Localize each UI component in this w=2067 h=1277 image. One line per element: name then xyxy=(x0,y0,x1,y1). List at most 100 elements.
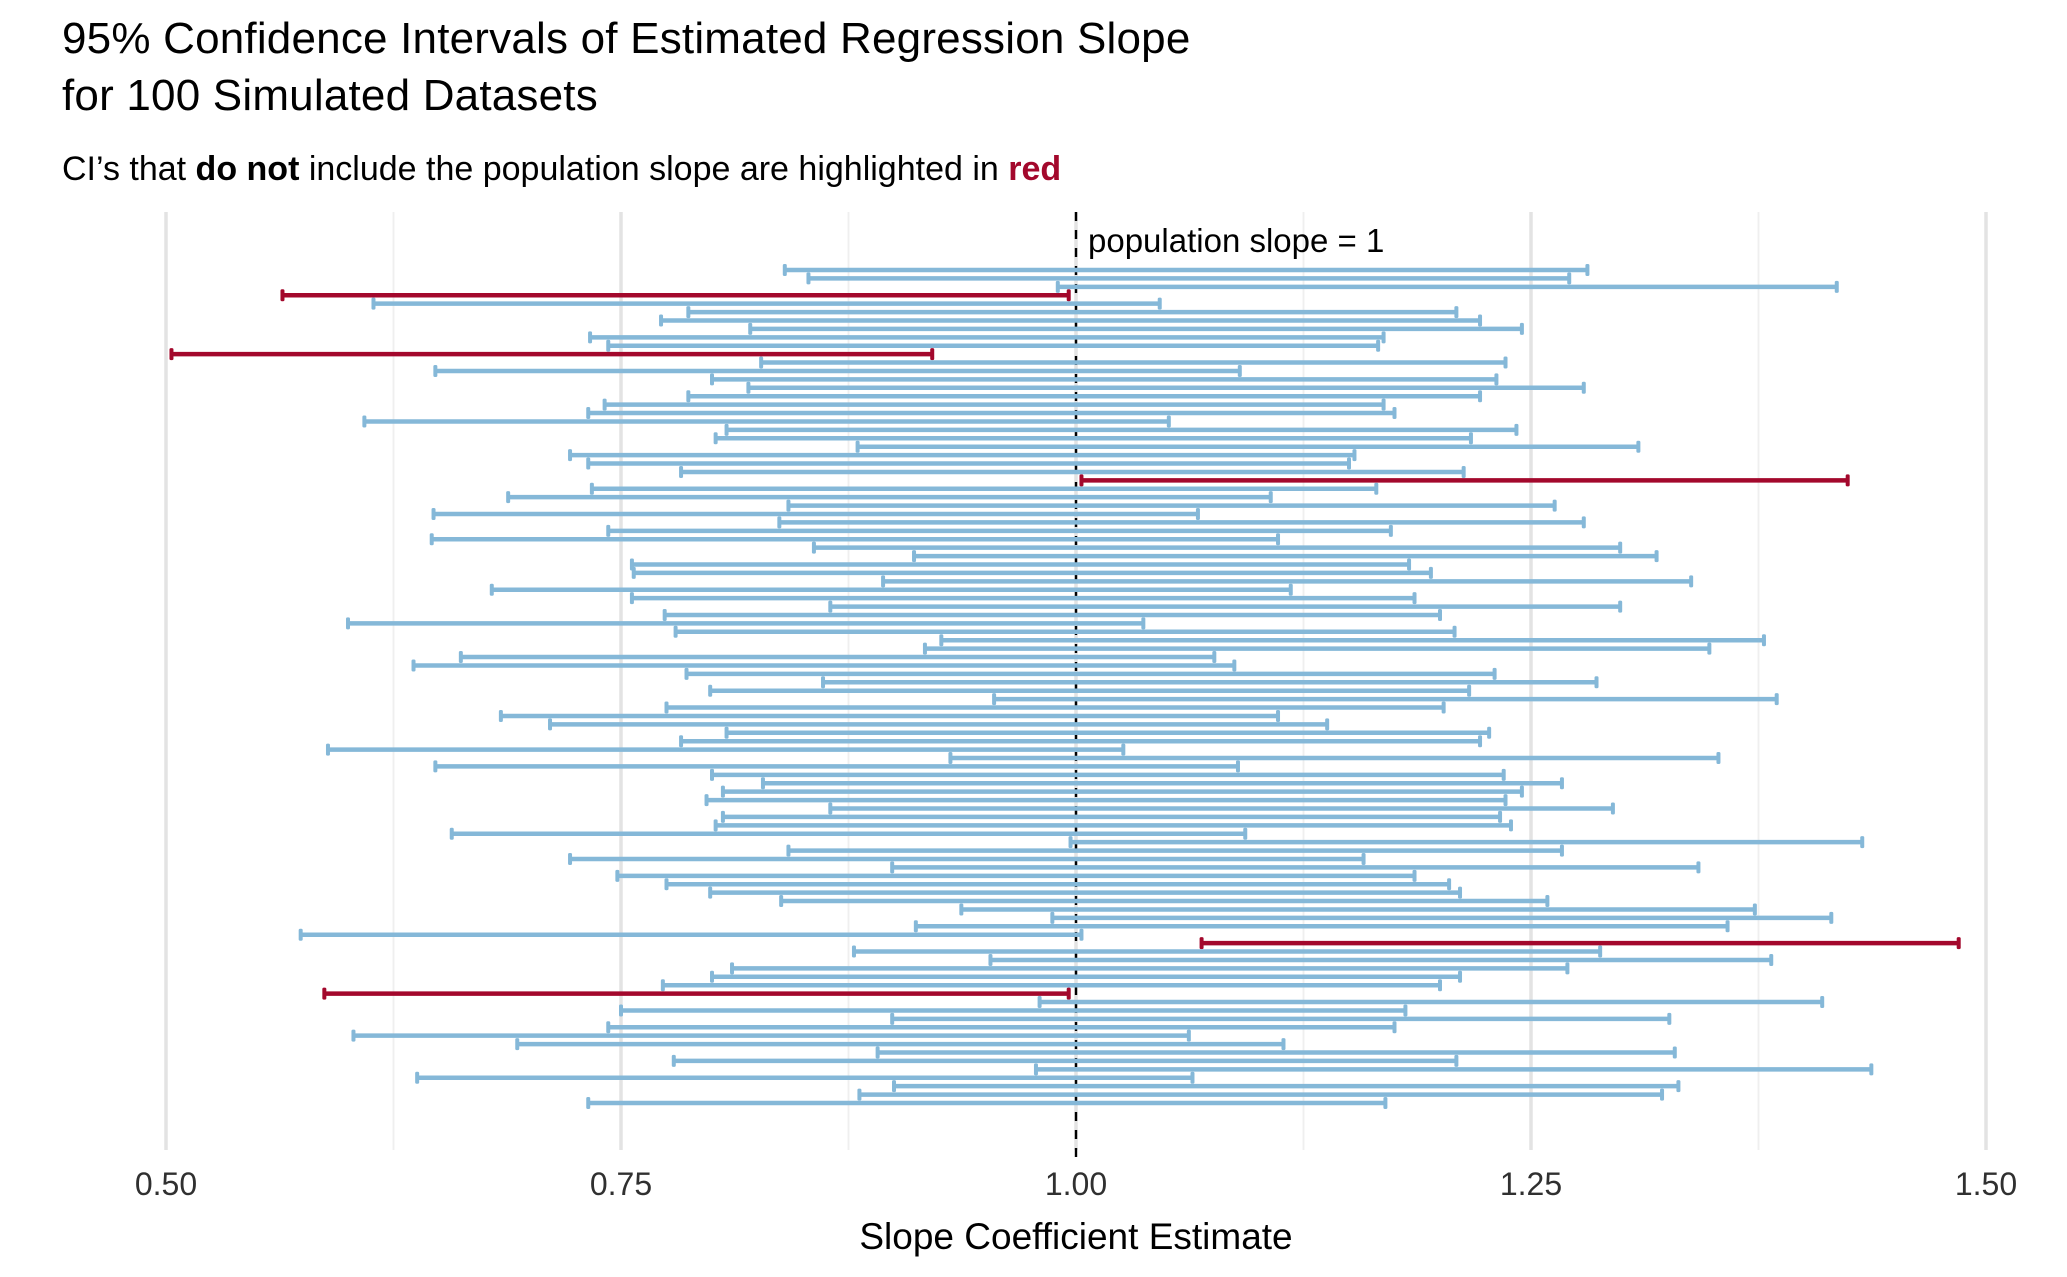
ci-segment xyxy=(959,903,1757,916)
ci-segment xyxy=(724,423,1519,436)
ci-segment xyxy=(346,617,1146,630)
population-slope-annotation: population slope = 1 xyxy=(1088,222,1385,259)
ci-segment xyxy=(589,482,1379,495)
ci-segment xyxy=(659,314,1483,327)
ci-segment xyxy=(506,491,1273,504)
ci-segment xyxy=(679,735,1483,748)
ci-segment xyxy=(939,634,1766,647)
ci-segment xyxy=(431,508,1200,521)
ci-segment xyxy=(606,1021,1397,1034)
ci-segment xyxy=(730,962,1570,975)
plot-title-line1: 95% Confidence Intervals of Estimated Re… xyxy=(62,14,1191,63)
ci-segment xyxy=(371,297,1162,310)
ci-segment xyxy=(855,440,1641,453)
ci-segment xyxy=(602,398,1386,411)
ci-segment xyxy=(881,575,1694,588)
ci-segment xyxy=(433,364,1242,377)
ci-segment xyxy=(828,600,1623,613)
ci-segment xyxy=(821,676,1599,689)
ci-segment xyxy=(664,878,1452,891)
ci-segment-red xyxy=(322,987,1071,1000)
ci-segment xyxy=(704,794,1508,807)
ci-segment xyxy=(586,407,1397,420)
ci-segment xyxy=(913,920,1730,933)
ci-segment xyxy=(748,322,1524,335)
ci-segment-red xyxy=(169,348,935,361)
ci-segment xyxy=(828,802,1615,815)
ci-segment xyxy=(786,844,1564,857)
plot-title: 95% Confidence Intervals of Estimated Re… xyxy=(62,10,1191,124)
ci-segment xyxy=(679,465,1466,478)
ci-segment xyxy=(713,432,1473,445)
ci-segment xyxy=(806,272,1572,285)
ci-segment xyxy=(515,1038,1286,1051)
ci-segment xyxy=(415,1071,1195,1084)
ci-segment xyxy=(1033,1063,1874,1076)
ci-segment xyxy=(433,760,1240,773)
ci-segment xyxy=(548,718,1330,731)
ci-segment xyxy=(720,810,1503,823)
ci-segment xyxy=(779,895,1550,908)
ci-segment xyxy=(664,701,1446,714)
ci-segment xyxy=(606,524,1393,537)
subtitle-bold-text: do not xyxy=(195,150,300,188)
ci-segment xyxy=(713,819,1513,832)
ci-segment-red xyxy=(1079,474,1850,487)
ci-segment xyxy=(922,642,1712,655)
x-axis-tick-label: 0.50 xyxy=(134,1166,198,1202)
ci-segment xyxy=(948,752,1721,765)
ci-segment xyxy=(992,693,1779,706)
ci-segment-red xyxy=(1199,937,1961,950)
x-axis-title: Slope Coefficient Estimate xyxy=(859,1216,1293,1257)
ci-segment xyxy=(686,306,1459,319)
ci-segment xyxy=(777,516,1586,529)
ci-segment xyxy=(710,768,1506,781)
subtitle-red-text: red xyxy=(1008,150,1062,188)
ci-segment xyxy=(568,852,1366,865)
x-axis-tick-label: 1.25 xyxy=(1499,1166,1563,1202)
x-axis-tick-labels: 0.50 0.75 1.00 1.25 1.50 xyxy=(0,1166,2067,1206)
ci-segment xyxy=(708,684,1472,697)
ci-segment xyxy=(615,869,1417,882)
ci-segment xyxy=(1037,996,1825,1009)
ci-segment xyxy=(857,1088,1665,1101)
ci-segment xyxy=(720,785,1524,798)
ci-segment xyxy=(760,777,1564,790)
ci-segment xyxy=(631,566,1433,579)
ci-segment xyxy=(782,264,1590,276)
subtitle-text-middle: include the population slope are highlig… xyxy=(299,150,1009,188)
ci-segment xyxy=(671,1054,1459,1067)
ci-segment xyxy=(606,339,1381,352)
ci-segment xyxy=(759,356,1508,369)
ci-segment xyxy=(686,390,1483,403)
ci-segment xyxy=(851,945,1603,958)
ci-segment xyxy=(890,861,1701,874)
ci-segment xyxy=(786,499,1557,512)
ci-segment xyxy=(875,1046,1677,1059)
x-axis-tick-label: 1.50 xyxy=(1954,1166,2018,1202)
plot-title-line2: for 100 Simulated Datasets xyxy=(62,71,598,120)
ci-segment xyxy=(662,608,1442,621)
ci-segment xyxy=(568,449,1357,462)
ci-segment-red xyxy=(280,289,1071,302)
x-axis-tick-label: 1.00 xyxy=(1044,1166,1108,1202)
ci-segment xyxy=(619,1004,1408,1017)
ci-segment xyxy=(298,928,1084,941)
ci-segment xyxy=(660,979,1442,992)
ci-segment xyxy=(673,625,1457,638)
ci-segment xyxy=(1055,280,1839,293)
ci-segment xyxy=(586,1097,1388,1109)
ci-segment xyxy=(588,331,1386,344)
ci-segment xyxy=(351,1029,1191,1042)
ci-segment xyxy=(586,457,1351,470)
ci-segment xyxy=(912,550,1659,563)
ci-segment xyxy=(710,970,1463,983)
ci-segment xyxy=(1050,911,1834,924)
ci-segment xyxy=(429,533,1281,546)
plot-subtitle: CI’s that do not include the population … xyxy=(62,150,1061,189)
ci-segment xyxy=(724,726,1492,739)
ci-segment xyxy=(746,381,1586,394)
ci-segment xyxy=(498,709,1281,722)
